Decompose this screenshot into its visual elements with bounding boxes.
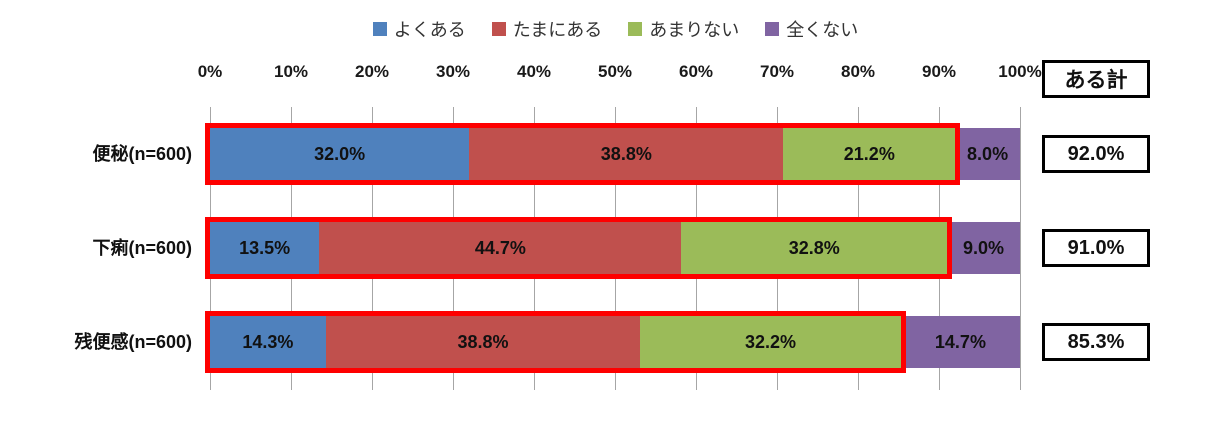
x-axis-tick: 20% bbox=[354, 62, 390, 81]
bar-segment: 14.3% bbox=[210, 316, 326, 368]
bar-segment: 8.0% bbox=[955, 128, 1020, 180]
legend-item: 全くない bbox=[765, 16, 858, 42]
segment-value-label: 44.7% bbox=[474, 237, 526, 258]
total-value-box: 91.0% bbox=[1042, 229, 1150, 267]
segment-value-label: 38.8% bbox=[457, 331, 509, 352]
total-value: 92.0% bbox=[1067, 142, 1125, 165]
category-label: 下痢(n=600) bbox=[92, 238, 192, 258]
bar-segment: 13.5% bbox=[210, 222, 320, 274]
x-axis-tick: 90% bbox=[921, 62, 957, 81]
legend-item: たまにある bbox=[491, 16, 603, 42]
x-axis-tick: 30% bbox=[435, 62, 471, 81]
stacked-bar: 14.3% 38.8% 32.2% 14.7% bbox=[210, 316, 1020, 368]
segment-value-label: 13.5% bbox=[239, 237, 291, 258]
x-axis-tick: 40% bbox=[516, 62, 552, 81]
legend: よくある たまにある あまりない 全くない bbox=[0, 16, 1231, 42]
legend-swatch-icon bbox=[765, 22, 780, 36]
legend-label: よくある bbox=[393, 20, 466, 40]
x-axis-tick: 0% bbox=[197, 62, 223, 81]
segment-value-label: 14.3% bbox=[242, 331, 294, 352]
total-value: 85.3% bbox=[1067, 330, 1125, 353]
x-axis-tick: 70% bbox=[759, 62, 795, 81]
bar-segment: 32.0% bbox=[210, 128, 470, 180]
segment-value-label: 38.8% bbox=[600, 143, 652, 164]
x-axis-tick: 50% bbox=[597, 62, 633, 81]
x-axis-tick: 60% bbox=[678, 62, 714, 81]
segment-value-label: 32.8% bbox=[788, 237, 840, 258]
legend-label: たまにある bbox=[512, 20, 603, 40]
bar-segment: 9.0% bbox=[947, 222, 1020, 274]
bar-segment: 14.7% bbox=[900, 316, 1020, 368]
stacked-bar: 13.5% 44.7% 32.8% 9.0% bbox=[210, 222, 1020, 274]
totals-header-label: ある計 bbox=[1064, 69, 1128, 92]
bar-segment: 32.2% bbox=[640, 316, 901, 368]
bar-segment: 32.8% bbox=[681, 222, 948, 274]
total-value-box: 92.0% bbox=[1042, 135, 1150, 173]
category-label: 残便感(n=600) bbox=[74, 332, 192, 352]
legend-label: あまりない bbox=[649, 20, 740, 40]
total-value: 91.0% bbox=[1067, 236, 1125, 259]
segment-value-label: 21.2% bbox=[843, 143, 895, 164]
bar-segment: 38.8% bbox=[469, 128, 784, 180]
legend-swatch-icon bbox=[628, 22, 643, 36]
totals-header-box: ある計 bbox=[1042, 60, 1150, 98]
total-value-box: 85.3% bbox=[1042, 323, 1150, 361]
bar-segment: 21.2% bbox=[783, 128, 956, 180]
category-label: 便秘(n=600) bbox=[92, 144, 192, 164]
legend-swatch-icon bbox=[491, 22, 506, 36]
legend-item: あまりない bbox=[628, 16, 739, 42]
bar-segment: 38.8% bbox=[325, 316, 641, 368]
legend-swatch-icon bbox=[372, 22, 387, 36]
segment-value-label: 9.0% bbox=[963, 237, 1005, 258]
x-axis-tick: 80% bbox=[840, 62, 876, 81]
segment-value-label: 14.7% bbox=[934, 331, 986, 352]
legend-item: よくある bbox=[372, 16, 466, 42]
stacked-bar: 32.0% 38.8% 21.2% 8.0% bbox=[210, 128, 1020, 180]
x-axis-tick: 10% bbox=[273, 62, 309, 81]
legend-label: 全くない bbox=[786, 20, 859, 40]
segment-value-label: 32.2% bbox=[744, 331, 797, 352]
segment-value-label: 32.0% bbox=[314, 143, 366, 164]
gridline bbox=[1020, 107, 1021, 390]
segment-value-label: 8.0% bbox=[967, 143, 1009, 164]
bar-segment: 44.7% bbox=[319, 222, 682, 274]
x-axis-tick: 100% bbox=[998, 62, 1042, 81]
